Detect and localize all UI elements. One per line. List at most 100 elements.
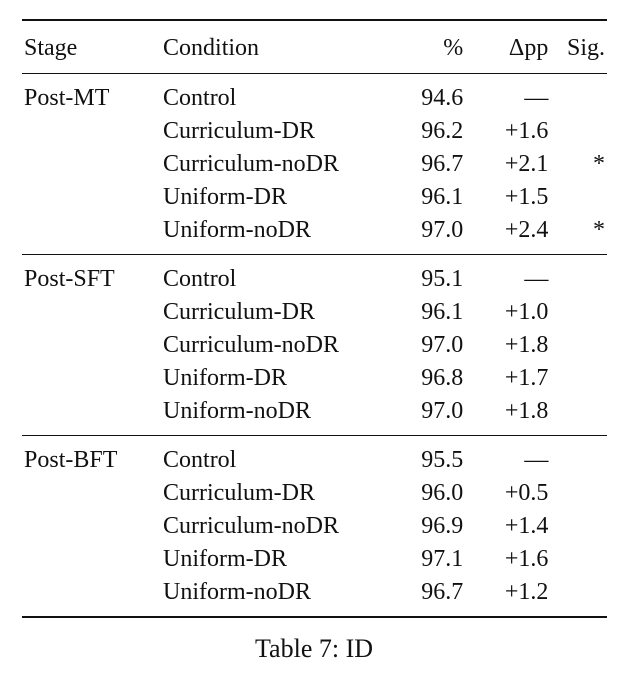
cell-stage <box>22 214 163 255</box>
cell-stage <box>22 181 163 214</box>
cell-percent: 95.5 <box>421 447 464 473</box>
cell-stage <box>22 543 163 576</box>
table-row: Curriculum-noDR 96.7 +2.1 * <box>22 148 607 181</box>
table-row: Uniform-DR 96.1 +1.5 <box>22 181 607 214</box>
cell-delta-pp: — <box>524 85 549 111</box>
cell-sig <box>548 543 607 576</box>
table-group-post-sft: Post-SFT Control 95.1 — Curriculum-DR 96.1 +1.… <box>22 254 607 436</box>
cell-condition: Control <box>163 266 237 292</box>
cell-stage <box>22 148 163 181</box>
cell-delta-pp: +1.0 <box>504 299 549 325</box>
cell-percent: 96.0 <box>421 480 464 506</box>
cell-percent: 96.9 <box>421 513 464 539</box>
cell-stage: Post-SFT <box>24 266 115 292</box>
cell-percent: 97.0 <box>421 217 464 243</box>
cell-delta-pp: +2.1 <box>504 151 549 177</box>
cell-percent: 96.7 <box>421 151 464 177</box>
cell-sig <box>548 576 607 617</box>
cell-delta-pp: +1.7 <box>504 365 549 391</box>
cell-sig <box>548 395 607 436</box>
cell-condition: Uniform-DR <box>163 546 287 572</box>
table-caption: Table 7: ID <box>254 634 374 663</box>
cell-sig <box>548 510 607 543</box>
header-sig: Sig. <box>566 35 605 61</box>
cell-delta-pp: +1.6 <box>504 546 549 572</box>
header-condition: Condition <box>163 35 260 61</box>
cell-delta-pp: +2.4 <box>504 217 549 243</box>
cell-condition: Control <box>163 85 237 111</box>
cell-sig <box>548 477 607 510</box>
cell-stage <box>22 362 163 395</box>
cell-condition: Uniform-DR <box>163 184 287 210</box>
cell-sig <box>548 74 607 116</box>
table-header: Stage Condition % Δpp Sig. <box>22 20 607 74</box>
results-table: Stage Condition % Δpp Sig. Post-MT Contro… <box>22 19 607 618</box>
cell-sig: * <box>593 151 605 177</box>
cell-condition: Uniform-noDR <box>163 217 311 243</box>
cell-stage <box>22 576 163 617</box>
cell-delta-pp: +1.8 <box>504 332 549 358</box>
cell-percent: 97.1 <box>421 546 464 572</box>
cell-percent: 97.0 <box>421 398 464 424</box>
cell-condition: Control <box>163 447 237 473</box>
cell-condition: Uniform-noDR <box>163 579 311 605</box>
cell-sig <box>548 115 607 148</box>
cell-condition: Curriculum-noDR <box>163 151 339 177</box>
cell-condition: Curriculum-DR <box>163 299 315 325</box>
cell-condition: Curriculum-DR <box>163 480 315 506</box>
cell-condition: Uniform-DR <box>163 365 287 391</box>
cell-condition: Uniform-noDR <box>163 398 311 424</box>
cell-delta-pp: +1.5 <box>504 184 549 210</box>
table-group-post-bft: Post-BFT Control 95.5 — Curriculum-DR 96.0 +0.… <box>22 435 607 617</box>
header-row: Stage Condition % Δpp Sig. <box>22 20 607 74</box>
table-row: Uniform-noDR 97.0 +2.4 * <box>22 214 607 255</box>
cell-percent: 94.6 <box>421 85 464 111</box>
table-row: Curriculum-DR 96.2 +1.6 <box>22 115 607 148</box>
cell-percent: 96.1 <box>421 299 464 325</box>
cell-sig <box>548 362 607 395</box>
cell-percent: 96.8 <box>421 365 464 391</box>
cell-condition: Curriculum-DR <box>163 118 315 144</box>
results-table-container: Stage Condition % Δpp Sig. Post-MT Contro… <box>22 19 607 618</box>
table-row: Curriculum-noDR 97.0 +1.8 <box>22 329 607 362</box>
cell-percent: 96.7 <box>421 579 464 605</box>
cell-stage: Post-MT <box>24 85 110 111</box>
cell-delta-pp: +1.6 <box>504 118 549 144</box>
table-row: Curriculum-DR 96.0 +0.5 <box>22 477 607 510</box>
cell-condition: Curriculum-noDR <box>163 513 339 539</box>
header-stage: Stage <box>24 35 78 61</box>
table-row: Uniform-noDR 96.7 +1.2 <box>22 576 607 617</box>
table-row: Post-MT Control 94.6 — <box>22 73 607 116</box>
cell-delta-pp: +1.4 <box>504 513 549 539</box>
cell-sig: * <box>593 217 605 243</box>
cell-stage <box>22 395 163 436</box>
cell-sig <box>548 181 607 214</box>
table-row: Post-SFT Control 95.1 — <box>22 254 607 297</box>
cell-percent: 96.1 <box>421 184 464 210</box>
cell-delta-pp: +1.8 <box>504 398 549 424</box>
cell-percent: 96.2 <box>421 118 464 144</box>
cell-delta-pp: +1.2 <box>504 579 549 605</box>
table-row: Curriculum-DR 96.1 +1.0 <box>22 296 607 329</box>
table-row: Uniform-DR 96.8 +1.7 <box>22 362 607 395</box>
table-group-post-mt: Post-MT Control 94.6 — Curriculum-DR 96.2 +1.6… <box>22 73 607 255</box>
cell-sig <box>548 296 607 329</box>
cell-stage <box>22 477 163 510</box>
table-row: Post-BFT Control 95.5 — <box>22 435 607 478</box>
header-percent: % <box>443 35 464 61</box>
cell-delta-pp: +0.5 <box>504 480 549 506</box>
cell-stage <box>22 115 163 148</box>
cell-stage <box>22 296 163 329</box>
table-row: Uniform-noDR 97.0 +1.8 <box>22 395 607 436</box>
cell-delta-pp: — <box>524 266 549 292</box>
cell-stage <box>22 329 163 362</box>
cell-condition: Curriculum-noDR <box>163 332 339 358</box>
cell-sig <box>548 436 607 478</box>
header-delta-pp: Δpp <box>508 35 549 61</box>
table-row: Curriculum-noDR 96.9 +1.4 <box>22 510 607 543</box>
cell-sig <box>548 329 607 362</box>
cell-stage: Post-BFT <box>24 447 118 473</box>
cell-percent: 95.1 <box>421 266 464 292</box>
cell-sig <box>548 255 607 297</box>
cell-stage <box>22 510 163 543</box>
